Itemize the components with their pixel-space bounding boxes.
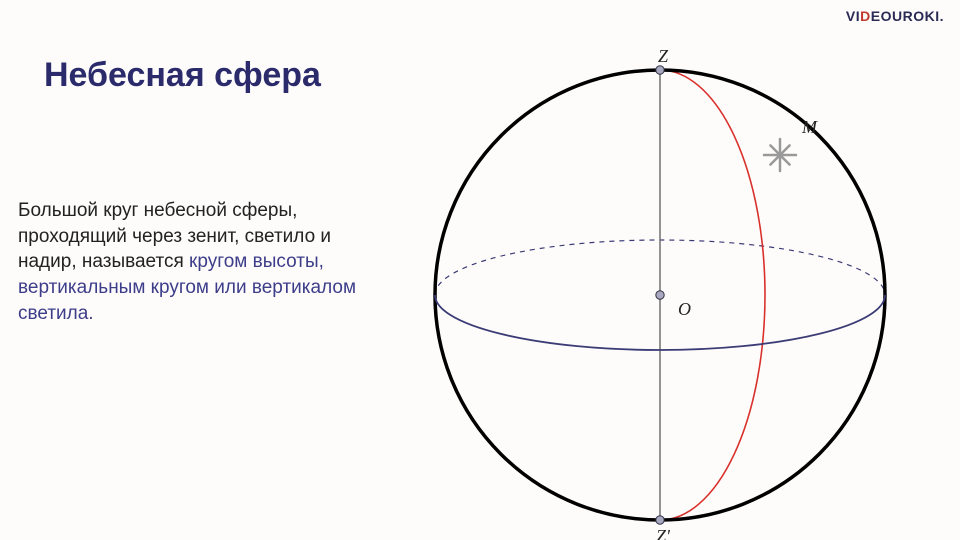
label-zp: Z' (656, 526, 671, 540)
label-o: O (678, 299, 691, 319)
watermark-logo: VIDEOUROKI. (846, 8, 944, 24)
label-m: M (801, 117, 818, 137)
point-z (656, 66, 664, 74)
point-z-prime (656, 516, 664, 524)
star-marker-icon (764, 139, 796, 171)
watermark-suffix: EOUROKI. (871, 8, 944, 24)
vertical-circle-front (660, 70, 765, 520)
celestial-sphere-diagram: Z Z' O M (400, 40, 940, 540)
point-o (656, 291, 664, 299)
label-z: Z (658, 46, 669, 66)
watermark-prefix: VI (846, 8, 860, 24)
page-title: Небесная сфера (44, 56, 321, 95)
watermark-accent: D (860, 8, 871, 24)
description-text: Большой круг небесной сферы, проходящий … (18, 198, 388, 326)
